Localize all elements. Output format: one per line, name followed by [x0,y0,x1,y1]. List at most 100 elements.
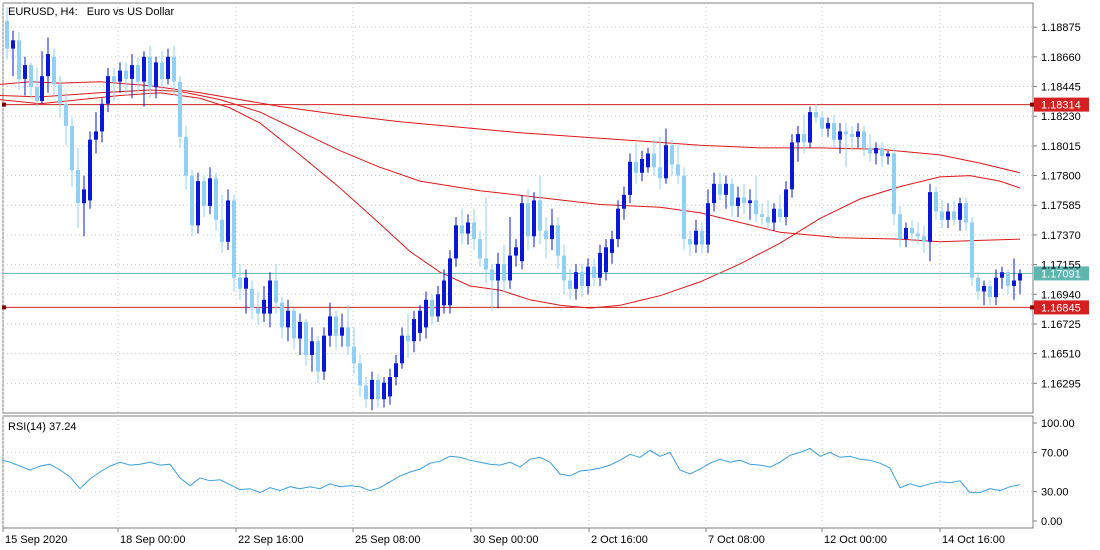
candle-body [616,208,620,240]
candle-body [628,161,632,195]
bear-candle [820,112,824,137]
candle-body [460,225,464,234]
candle-body [982,286,986,292]
bear-candle [568,269,572,300]
bull-candle [196,172,200,234]
candle-body [214,178,218,220]
price-tick-label: 1.17585 [1041,200,1081,212]
candle-body [100,103,104,132]
bull-candle [166,48,170,85]
bear-candle [316,335,320,383]
price-tick-label: 1.16940 [1041,289,1081,301]
bear-candle [778,194,782,223]
bull-candle [616,200,620,248]
candle-body [580,272,584,286]
bull-candle [268,272,272,328]
bear-candle [682,167,686,251]
bull-candle [622,186,626,220]
bull-candle [808,106,812,148]
bear-candle [922,225,926,253]
bull-candle [982,280,986,306]
candle-body [730,183,734,206]
bear-candle [652,139,656,176]
candle-body [652,153,656,168]
time-tick-label: 18 Sep 00:00 [120,534,185,546]
bear-candle [472,208,476,251]
candle-body [568,280,572,289]
bear-candle [334,310,338,350]
candle-body [286,310,290,328]
candle-body [130,65,134,79]
candle-body [682,175,686,240]
bull-candle [646,147,650,173]
bull-candle [154,56,158,99]
candle-body [436,294,440,317]
candle-body [640,159,644,173]
candle-body [94,131,98,140]
candle-body [160,62,164,79]
candle-body [634,161,638,173]
candle-body [574,272,578,289]
bull-candle [208,167,212,215]
bull-candle [40,51,44,104]
price-tick-label: 1.18875 [1041,22,1081,34]
candle-body [172,56,176,82]
horizontal-line-handle-left[interactable] [2,102,6,107]
bull-candle [994,269,998,306]
candle-body [178,81,182,137]
candle-body [316,341,320,372]
bear-candle [178,76,182,148]
bear-candle [670,139,674,176]
bear-candle [220,194,224,253]
candle-body [310,341,314,355]
bear-candle [70,117,74,187]
bull-candle [322,327,326,380]
candle-body [742,197,746,204]
bear-candle [964,197,968,231]
bear-candle [35,67,39,107]
bear-candle [658,136,662,190]
candle-body [952,211,956,220]
bear-candle [814,103,818,124]
bull-candle [466,214,470,245]
bear-candle [17,32,21,90]
candle-body [490,269,494,281]
bull-candle [784,181,788,226]
horizontal-line-handle-left[interactable] [2,305,6,310]
candle-body [424,299,428,328]
candle-body [694,230,698,245]
bear-candle [430,294,434,325]
candle-body [226,200,230,242]
time-tick-label: 30 Sep 00:00 [473,534,538,546]
bull-candle [11,30,15,77]
bull-candle [694,219,698,253]
candle-body [958,203,962,220]
candle-body [658,167,662,179]
bull-candle [382,377,386,408]
candle-body [17,40,21,79]
moving-average-line-1 [0,81,1021,174]
candle-body [298,321,302,339]
bull-candle [550,208,554,251]
bull-candle [142,51,146,107]
bull-candle [640,150,644,182]
bull-candle [262,286,266,322]
bid-price-label: 1.17091 [1041,268,1081,280]
rsi-pane[interactable] [2,415,1034,529]
horizontal-lines[interactable]: 1.17091 1.18314 1.16845 [2,97,1089,315]
candle-body [562,255,566,281]
horizontal-line-handle-right[interactable] [1030,102,1034,107]
candle-body [526,203,530,237]
candle-body [670,145,674,165]
horizontal-line-handle-right[interactable] [1030,305,1034,310]
candle-body [820,117,824,129]
bull-candle [1018,269,1022,295]
bear-candle [526,189,530,251]
candle-body [496,263,500,281]
candle-body [688,239,692,245]
candle-body [748,200,752,204]
price-tick-label: 1.17800 [1041,171,1081,183]
bull-candle [712,172,716,212]
